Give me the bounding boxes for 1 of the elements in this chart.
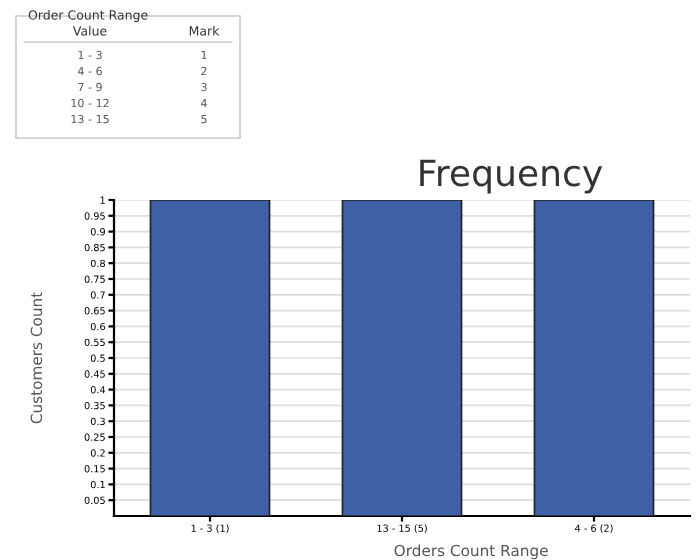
chart-title: Frequency	[420, 159, 603, 194]
